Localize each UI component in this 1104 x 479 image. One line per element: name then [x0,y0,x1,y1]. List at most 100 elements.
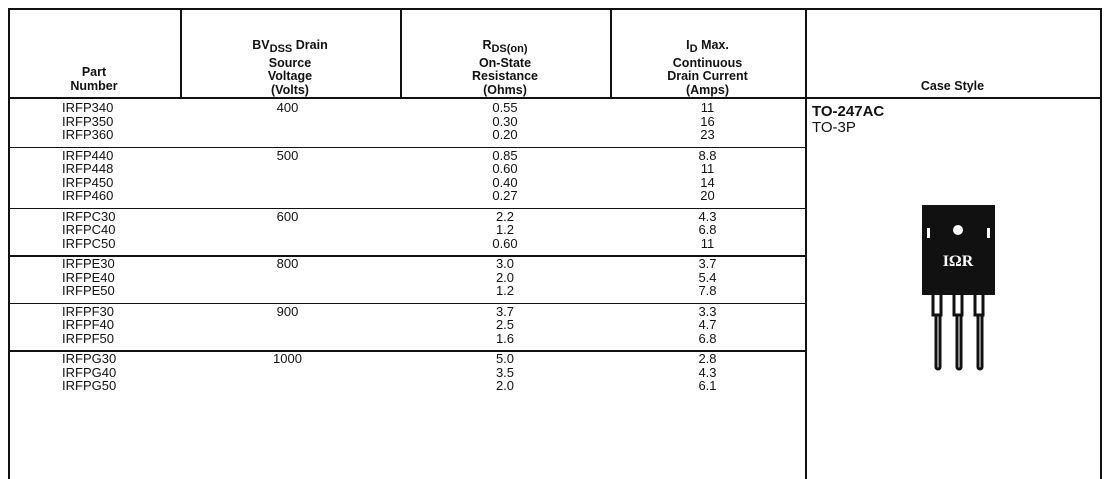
resistance: 0.60 [492,161,518,176]
header-line: (Amps) [685,82,730,97]
header-subscript: DSS [269,43,293,55]
rule [8,97,1100,99]
header-cell: Part Number [8,65,180,93]
part-number: IRFPC50 [62,235,116,251]
resistance: 2.0 [495,378,515,393]
header-symbol: R [482,38,492,52]
rule [8,8,1100,10]
part-number: IRFPE50 [62,283,115,298]
resistance: 1.2 [495,222,515,237]
resistance: 0.40 [492,174,518,190]
current: 7.8 [698,283,717,298]
header-symbol: BV [252,38,270,52]
case-style-alt: TO-3P [812,119,856,136]
current: 4.3 [698,208,717,224]
current: 4.7 [698,317,717,332]
rule [8,350,805,352]
header-subscript: D [689,43,698,55]
resistance: 0.55 [492,100,518,115]
part-number: IRFPF40 [62,317,115,332]
resistance: 3.7 [495,303,515,319]
header-cell: RDS(on) On-State Resistance (Ohms) [400,38,610,97]
part-number: IRFP350 [62,113,114,129]
resistance: 2.5 [495,317,515,332]
rule [8,255,805,257]
header-line: On-State [478,55,532,70]
rule [610,8,612,97]
rule [8,302,805,304]
header-line: Drain Current [667,69,748,83]
part-number: IRFP448 [62,161,114,176]
resistance: 1.6 [495,330,515,346]
resistance: 0.20 [492,127,518,142]
part-number: IRFP450 [62,174,114,190]
current: 4.3 [698,364,717,380]
part-number: IRFP340 [62,100,114,115]
header-line: Part [81,65,107,79]
header-cell: BVDSS Drain Source Voltage (Volts) [180,38,400,97]
header-line: Resistance [471,69,538,83]
header-line: Case Style [920,78,985,93]
header-line: Number [70,78,118,93]
current: 11 [700,100,715,115]
current: 11 [700,161,715,176]
voltage: 1000 [273,351,302,366]
current: 11 [700,235,715,251]
voltage: 500 [276,147,299,163]
part-number: IRFPC30 [62,208,116,224]
voltage: 600 [276,208,299,224]
current: 8.8 [698,147,717,163]
current: 6.1 [698,378,717,393]
current: 6.8 [698,222,717,237]
header-cell: Case Style [805,78,1100,94]
current: 3.3 [698,303,717,319]
header-cell: ID Max. Continuous Drain Current (Amps) [610,38,805,97]
header-line: (Volts) [271,82,309,97]
voltage: 900 [276,303,299,319]
rule [1100,8,1102,479]
header-suffix: Drain [295,38,328,52]
header-line: Source [268,55,312,70]
part-number: IRFPF30 [62,303,115,319]
resistance: 5.0 [495,351,515,366]
current: 23 [700,127,715,142]
case-style-name: TO-247AC [812,103,885,120]
voltage: 800 [276,256,299,271]
header-line: Voltage [267,69,313,83]
rule [400,8,402,97]
part-number: IRFPG40 [62,364,117,380]
part-number: IRFPE30 [62,256,115,271]
package-drawing: IΩR [922,205,995,371]
header-symbol: I [686,38,690,52]
resistance: 0.85 [492,147,518,163]
logo: IΩR [943,253,974,270]
part-number: IRFP440 [62,147,114,163]
resistance: 3.0 [495,256,515,271]
resistance: 0.60 [492,235,518,251]
part-number: IRFP360 [62,127,114,142]
current: 3.7 [698,256,717,271]
part-number: IRFPC40 [62,222,116,237]
part-number: IRFPF50 [62,330,115,346]
rule [805,8,807,479]
header-subscript: DS(on) [491,43,528,55]
header-line: (Ohms) [483,82,527,97]
rule [8,146,805,148]
part-number: IRFPG50 [62,378,117,393]
resistance: 3.5 [495,364,515,380]
rule [8,8,10,479]
current: 16 [700,113,715,129]
resistance: 0.30 [492,113,518,129]
resistance: 0.27 [492,188,518,203]
current: 20 [700,188,715,203]
resistance: 2.2 [495,208,515,224]
part-number: IRFPE40 [62,269,115,285]
rule [180,8,182,97]
current: 14 [700,174,715,190]
part-number: IRFPG30 [62,351,117,366]
current: 6.8 [698,330,717,346]
current: 2.8 [698,351,717,366]
current: 5.4 [698,269,717,285]
part-number: IRFP460 [62,188,114,203]
